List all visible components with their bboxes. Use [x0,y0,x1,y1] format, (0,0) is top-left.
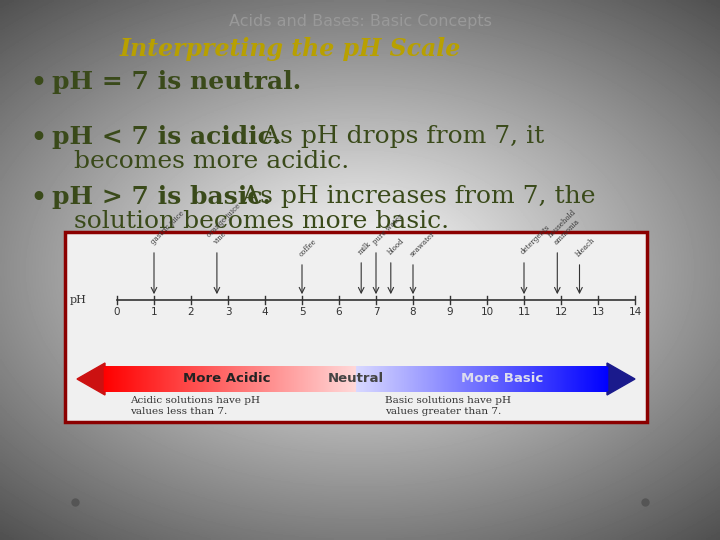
Text: Acidic solutions have pH
values less than 7.: Acidic solutions have pH values less tha… [130,396,260,416]
FancyArrow shape [607,363,635,395]
Text: 1: 1 [150,307,157,317]
Text: Acids and Bases: Basic Concepts: Acids and Bases: Basic Concepts [228,14,492,29]
Text: 0: 0 [114,307,120,317]
Text: 8: 8 [410,307,416,317]
Text: 4: 4 [261,307,269,317]
Text: •: • [30,125,46,149]
Text: seawater: seawater [408,230,437,258]
FancyBboxPatch shape [65,232,647,422]
Text: •: • [30,70,46,94]
Text: 11: 11 [518,307,531,317]
Text: bleach: bleach [575,236,597,258]
Text: pure water: pure water [372,213,405,246]
Text: 9: 9 [446,307,454,317]
Text: pH > 7 is basic.: pH > 7 is basic. [52,185,271,209]
Text: •: • [30,185,46,209]
Text: 7: 7 [373,307,379,317]
Text: 2: 2 [188,307,194,317]
Text: solution becomes more basic.: solution becomes more basic. [74,210,449,233]
Text: becomes more acidic.: becomes more acidic. [74,150,349,173]
FancyArrow shape [77,363,105,395]
Text: orange juice
vine: orange juice vine [206,202,249,246]
Text: Basic solutions have pH
values greater than 7.: Basic solutions have pH values greater t… [385,396,511,416]
Text: household
ammonia: household ammonia [546,208,584,246]
Text: 12: 12 [554,307,567,317]
Text: 3: 3 [225,307,231,317]
Text: As pH increases from 7, the: As pH increases from 7, the [234,185,595,208]
Text: More Basic: More Basic [461,373,544,386]
Text: Interpreting the pH Scale: Interpreting the pH Scale [120,37,461,61]
Text: blood: blood [386,237,405,256]
Text: pH: pH [70,295,87,305]
Text: 5: 5 [299,307,305,317]
Text: milk: milk [356,240,373,256]
Text: Neutral: Neutral [328,373,384,386]
Text: pH < 7 is acidic.: pH < 7 is acidic. [52,125,282,149]
Text: pH = 7 is neutral.: pH = 7 is neutral. [52,70,301,94]
Text: 6: 6 [336,307,342,317]
Text: coffee: coffee [297,237,318,258]
Text: 10: 10 [480,307,494,317]
Text: As pH drops from 7, it: As pH drops from 7, it [246,125,544,148]
Text: 13: 13 [591,307,605,317]
Text: detergents: detergents [519,224,552,256]
Text: gastric juice: gastric juice [149,210,186,246]
Text: More Acidic: More Acidic [183,373,271,386]
Text: 14: 14 [629,307,642,317]
